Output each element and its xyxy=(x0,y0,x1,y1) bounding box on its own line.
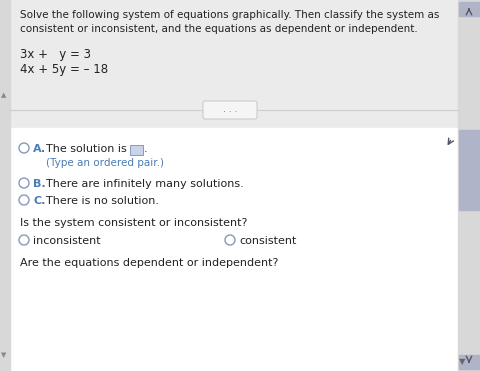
Text: ▼: ▼ xyxy=(1,352,7,358)
Text: inconsistent: inconsistent xyxy=(33,236,101,246)
Bar xyxy=(10,128,462,371)
Text: There are infinitely many solutions.: There are infinitely many solutions. xyxy=(46,179,244,189)
Bar xyxy=(458,0,480,371)
Text: C.: C. xyxy=(33,196,46,206)
Bar xyxy=(130,145,143,155)
Text: consistent or inconsistent, and the equations as dependent or independent.: consistent or inconsistent, and the equa… xyxy=(20,24,418,34)
Bar xyxy=(10,0,462,128)
Text: There is no solution.: There is no solution. xyxy=(46,196,159,206)
Bar xyxy=(459,355,479,369)
Text: Are the equations dependent or independent?: Are the equations dependent or independe… xyxy=(20,258,278,268)
FancyBboxPatch shape xyxy=(203,101,257,119)
Text: B.: B. xyxy=(33,179,46,189)
Text: ▼: ▼ xyxy=(459,358,465,367)
Text: 3x +   y = 3: 3x + y = 3 xyxy=(20,48,91,61)
Text: .: . xyxy=(144,144,148,154)
Bar xyxy=(459,2,479,16)
Text: . . .: . . . xyxy=(223,105,237,115)
Bar xyxy=(0,0,10,371)
Text: A.: A. xyxy=(33,144,46,154)
Text: 4x + 5y = – 18: 4x + 5y = – 18 xyxy=(20,63,108,76)
Text: (Type an ordered pair.): (Type an ordered pair.) xyxy=(46,158,164,168)
Text: ▲: ▲ xyxy=(1,92,7,98)
Bar xyxy=(459,130,479,210)
Text: The solution is: The solution is xyxy=(46,144,127,154)
Text: Is the system consistent or inconsistent?: Is the system consistent or inconsistent… xyxy=(20,218,247,228)
Text: Solve the following system of equations graphically. Then classify the system as: Solve the following system of equations … xyxy=(20,10,439,20)
Text: consistent: consistent xyxy=(239,236,296,246)
